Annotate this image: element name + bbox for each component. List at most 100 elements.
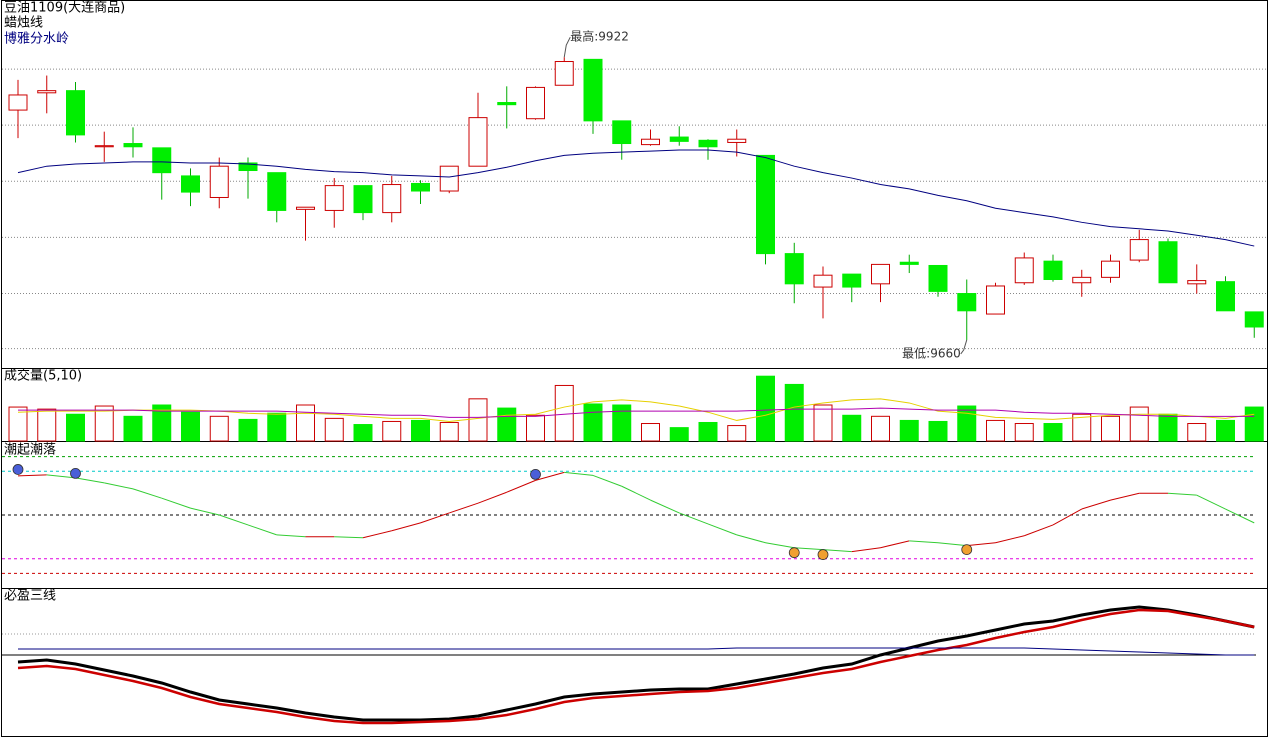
signal-marker xyxy=(70,467,81,479)
volume-bar xyxy=(698,421,718,442)
candle-body xyxy=(324,185,344,211)
line-segment xyxy=(592,474,622,487)
line-series xyxy=(17,149,1255,247)
candle-body xyxy=(209,165,229,198)
candle-body xyxy=(8,94,28,111)
volume-bar xyxy=(123,415,143,442)
line-segment xyxy=(161,497,191,509)
candle-body xyxy=(1158,241,1178,284)
candle-body xyxy=(66,90,85,136)
volume-bar xyxy=(871,415,890,442)
line-segment xyxy=(564,471,594,476)
panel-title: 潮起潮落 xyxy=(4,443,56,458)
volume-bar xyxy=(382,420,402,442)
candle-body xyxy=(526,86,545,120)
volume-bar xyxy=(181,411,200,442)
line-segment xyxy=(46,474,76,479)
candle-body xyxy=(727,138,747,143)
candle-body xyxy=(123,143,143,148)
candle-body xyxy=(468,117,488,167)
candle-body xyxy=(756,154,775,255)
volume-bar xyxy=(756,375,775,442)
line-segment xyxy=(909,540,939,544)
line-segment xyxy=(679,512,709,525)
volume-bar xyxy=(238,418,258,442)
candle-body xyxy=(181,175,200,193)
candle-body xyxy=(784,253,804,285)
line-segment xyxy=(535,471,565,481)
volume-bar xyxy=(1072,413,1092,442)
signal-marker xyxy=(530,469,541,480)
panel-title: 成交量(5,10) xyxy=(4,368,82,384)
line-segment xyxy=(391,522,421,532)
line-segment xyxy=(995,535,1025,544)
candle-body xyxy=(267,172,287,211)
annotation-leader xyxy=(960,339,968,355)
line-series xyxy=(17,398,1255,422)
line-segment xyxy=(477,491,507,504)
volume-bar xyxy=(526,414,545,442)
candle-body xyxy=(382,184,402,214)
line-segment xyxy=(1081,499,1111,510)
candle-body xyxy=(1043,260,1063,281)
candle-body xyxy=(641,138,660,146)
volume-bar xyxy=(411,419,430,442)
line-segment xyxy=(736,534,766,544)
volume-bar xyxy=(583,403,603,442)
volume-bar xyxy=(1014,423,1034,442)
volume-bar xyxy=(1043,423,1063,442)
candle-body xyxy=(928,264,948,292)
candle-body xyxy=(1129,239,1149,261)
line-segment xyxy=(132,488,162,499)
volume-bar xyxy=(267,412,287,442)
annotation: 最低:9660 xyxy=(902,346,961,360)
volume-bar xyxy=(1216,419,1235,442)
line-segment xyxy=(219,514,249,526)
line-segment xyxy=(362,530,392,539)
line-series xyxy=(17,608,1255,725)
candle-body xyxy=(698,139,718,148)
line-series xyxy=(18,407,1255,418)
volume-bar xyxy=(612,404,632,442)
line-series xyxy=(18,647,1255,656)
line-segment xyxy=(247,524,277,536)
line-segment xyxy=(1196,494,1226,510)
panel-title: 必盈三线 xyxy=(4,589,56,604)
volume-bar xyxy=(669,427,689,442)
line-segment xyxy=(937,542,967,547)
chart-title: 豆油1109(大连商品) xyxy=(4,0,125,16)
volume-bar xyxy=(784,383,804,442)
volume-bar xyxy=(727,425,747,442)
volume-bar xyxy=(439,421,459,442)
volume-bar xyxy=(468,398,488,442)
volume-bar xyxy=(152,404,172,442)
volume-bar xyxy=(641,423,660,442)
candle-body xyxy=(1216,281,1235,312)
candle-body xyxy=(871,263,890,285)
volume-bar xyxy=(209,415,229,442)
volume-bar xyxy=(94,405,114,442)
line-segment xyxy=(506,479,536,493)
line-segment xyxy=(104,482,134,490)
candle-body xyxy=(152,147,172,174)
candle-body xyxy=(583,58,603,122)
candle-body xyxy=(1101,260,1120,278)
candle-body xyxy=(296,206,315,210)
line-segment xyxy=(1167,492,1197,496)
line-segment xyxy=(75,477,105,484)
candle-body xyxy=(1187,280,1207,285)
candle-body xyxy=(957,293,977,312)
signal-marker xyxy=(12,464,24,475)
line-segment xyxy=(822,549,852,553)
chart-subtitle: 蜡烛线 xyxy=(4,16,43,31)
line-segment xyxy=(190,507,220,516)
volume-bar xyxy=(497,407,517,442)
candle-body xyxy=(94,145,114,148)
candle-body xyxy=(554,61,574,86)
volume-bar xyxy=(813,404,833,442)
line-series xyxy=(17,605,1255,722)
line-segment xyxy=(1225,508,1255,524)
candle-body xyxy=(439,165,459,192)
candle-body xyxy=(411,182,430,192)
